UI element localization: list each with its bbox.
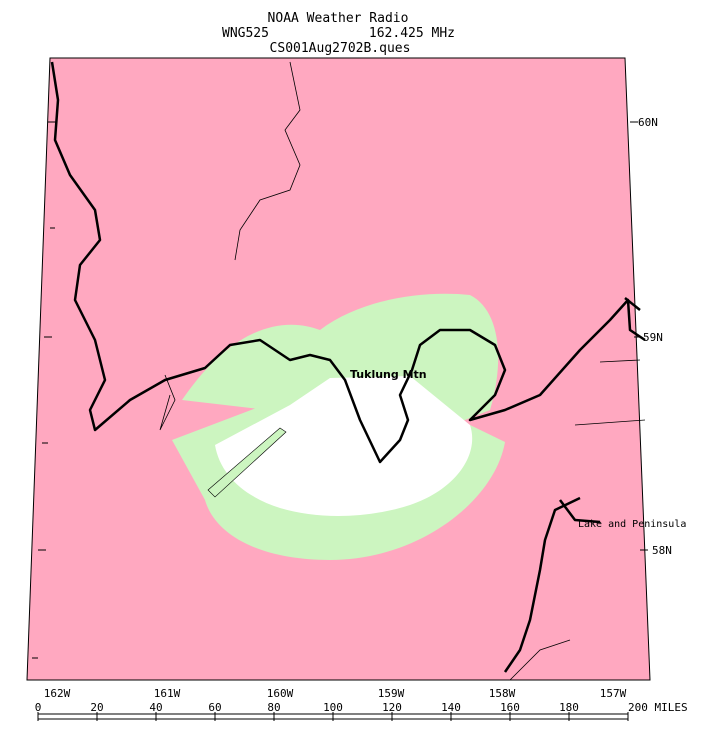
scale-bar: 0 20 40 60 80 100 120 140 160 180 200 MILES bbox=[35, 701, 688, 721]
scale-label: 160 bbox=[500, 701, 520, 714]
station: WNG525 bbox=[222, 26, 269, 41]
shadow-strip bbox=[207, 427, 287, 498]
longitude-label: 157W bbox=[600, 687, 627, 700]
longitude-label: 160W bbox=[267, 687, 294, 700]
scale-label: 60 bbox=[208, 701, 221, 714]
rivers bbox=[159, 61, 646, 681]
coastline bbox=[50, 61, 646, 464]
graticule-ticks bbox=[32, 121, 648, 659]
frequency: 162.425 MHz bbox=[369, 26, 455, 41]
coastline-east bbox=[503, 297, 641, 673]
file-name: CS001Aug2702B.ques bbox=[270, 41, 411, 56]
scale-label: 180 bbox=[559, 701, 579, 714]
scale-label: 120 bbox=[382, 701, 402, 714]
scale-label: 200 MILES bbox=[628, 701, 688, 714]
scale-label: 0 bbox=[35, 701, 42, 714]
scale-label: 140 bbox=[441, 701, 461, 714]
longitude-label: 162W bbox=[44, 687, 71, 700]
place-label: Lake and Peninsula bbox=[578, 519, 686, 530]
scale-label: 100 bbox=[323, 701, 343, 714]
place-label: Tuklung Mtn bbox=[350, 368, 427, 381]
latitude-label: 58N bbox=[652, 544, 672, 557]
title: NOAA Weather Radio bbox=[268, 11, 409, 26]
coverage-strong bbox=[215, 376, 473, 516]
latitude-label: 59N bbox=[643, 331, 663, 344]
longitude-label: 161W bbox=[154, 687, 181, 700]
scale-label: 40 bbox=[149, 701, 162, 714]
longitude-label: 159W bbox=[378, 687, 405, 700]
scale-label: 80 bbox=[267, 701, 280, 714]
latitude-label: 60N bbox=[638, 116, 658, 129]
scale-label: 20 bbox=[90, 701, 103, 714]
longitude-label: 158W bbox=[489, 687, 516, 700]
